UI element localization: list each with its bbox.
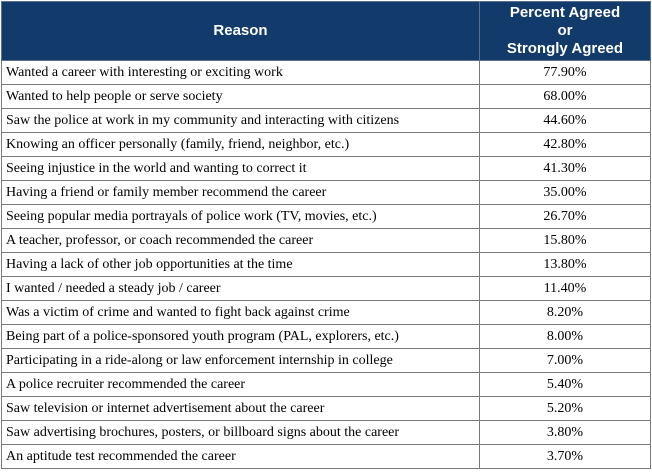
percent-header-line: Percent Agreed — [509, 4, 621, 21]
reason-cell: Being part of a police-sponsored youth p… — [1, 324, 480, 349]
reason-cell: Knowing an officer personally (family, f… — [1, 132, 480, 157]
reason-cell: Saw the police at work in my community a… — [1, 108, 480, 133]
percent-header-line: Strongly Agreed — [506, 40, 624, 57]
reason-cell: I wanted / needed a steady job / career — [1, 276, 480, 301]
reason-cell: Having a lack of other job opportunities… — [1, 252, 480, 277]
percent-cell: 8.00% — [479, 324, 651, 349]
percent-cell: 15.80% — [479, 228, 651, 253]
percent-header-line: or — [557, 22, 573, 39]
percent-cell: 8.20% — [479, 300, 651, 325]
table-row: Having a lack of other job opportunities… — [1, 252, 651, 277]
reason-cell: Wanted a career with interesting or exci… — [1, 60, 480, 85]
percent-column-header: Percent Agreed or Strongly Agreed — [479, 1, 651, 61]
percent-cell: 41.30% — [479, 156, 651, 181]
table-row: Was a victim of crime and wanted to figh… — [1, 300, 651, 325]
reason-cell: Participating in a ride-along or law enf… — [1, 348, 480, 373]
table-row: Wanted to help people or serve society 68… — [1, 84, 651, 109]
percent-cell: 3.80% — [479, 420, 651, 445]
reason-cell: A teacher, professor, or coach recommend… — [1, 228, 480, 253]
percent-cell: 3.70% — [479, 444, 651, 469]
percent-cell: 5.20% — [479, 396, 651, 421]
reason-cell: Saw advertising brochures, posters, or b… — [1, 420, 480, 445]
percent-cell: 11.40% — [479, 276, 651, 301]
reason-cell: A police recruiter recommended the caree… — [1, 372, 480, 397]
table-body: Wanted a career with interesting or exci… — [1, 60, 651, 469]
reason-column-header: Reason — [1, 1, 480, 61]
table-row: Wanted a career with interesting or exci… — [1, 60, 651, 85]
reason-cell: Was a victim of crime and wanted to figh… — [1, 300, 480, 325]
table-row: Seeing popular media portrayals of polic… — [1, 204, 651, 229]
reason-cell: Having a friend or family member recomme… — [1, 180, 480, 205]
table-row: A teacher, professor, or coach recommend… — [1, 228, 651, 253]
table-row: Seeing injustice in the world and wantin… — [1, 156, 651, 181]
table-header-row: Reason Percent Agreed or Strongly Agreed — [1, 1, 651, 61]
reason-cell: Seeing injustice in the world and wantin… — [1, 156, 480, 181]
percent-cell: 13.80% — [479, 252, 651, 277]
reason-cell: An aptitude test recommended the career — [1, 444, 480, 469]
percent-cell: 77.90% — [479, 60, 651, 85]
table-row: Participating in a ride-along or law enf… — [1, 348, 651, 373]
percent-cell: 7.00% — [479, 348, 651, 373]
table-row: Being part of a police-sponsored youth p… — [1, 324, 651, 349]
reason-cell: Wanted to help people or serve society — [1, 84, 480, 109]
percent-cell: 42.80% — [479, 132, 651, 157]
table-row: I wanted / needed a steady job / career 1… — [1, 276, 651, 301]
percent-cell: 44.60% — [479, 108, 651, 133]
table-row: Having a friend or family member recomme… — [1, 180, 651, 205]
table-row: An aptitude test recommended the career 3… — [1, 444, 651, 469]
percent-cell: 68.00% — [479, 84, 651, 109]
reason-cell: Saw television or internet advertisement… — [1, 396, 480, 421]
table-row: A police recruiter recommended the caree… — [1, 372, 651, 397]
percent-cell: 35.00% — [479, 180, 651, 205]
table-row: Saw advertising brochures, posters, or b… — [1, 420, 651, 445]
reason-cell: Seeing popular media portrayals of polic… — [1, 204, 480, 229]
table-row: Saw the police at work in my community a… — [1, 108, 651, 133]
table-row: Knowing an officer personally (family, f… — [1, 132, 651, 157]
percent-cell: 26.70% — [479, 204, 651, 229]
table-row: Saw television or internet advertisement… — [1, 396, 651, 421]
percent-cell: 5.40% — [479, 372, 651, 397]
